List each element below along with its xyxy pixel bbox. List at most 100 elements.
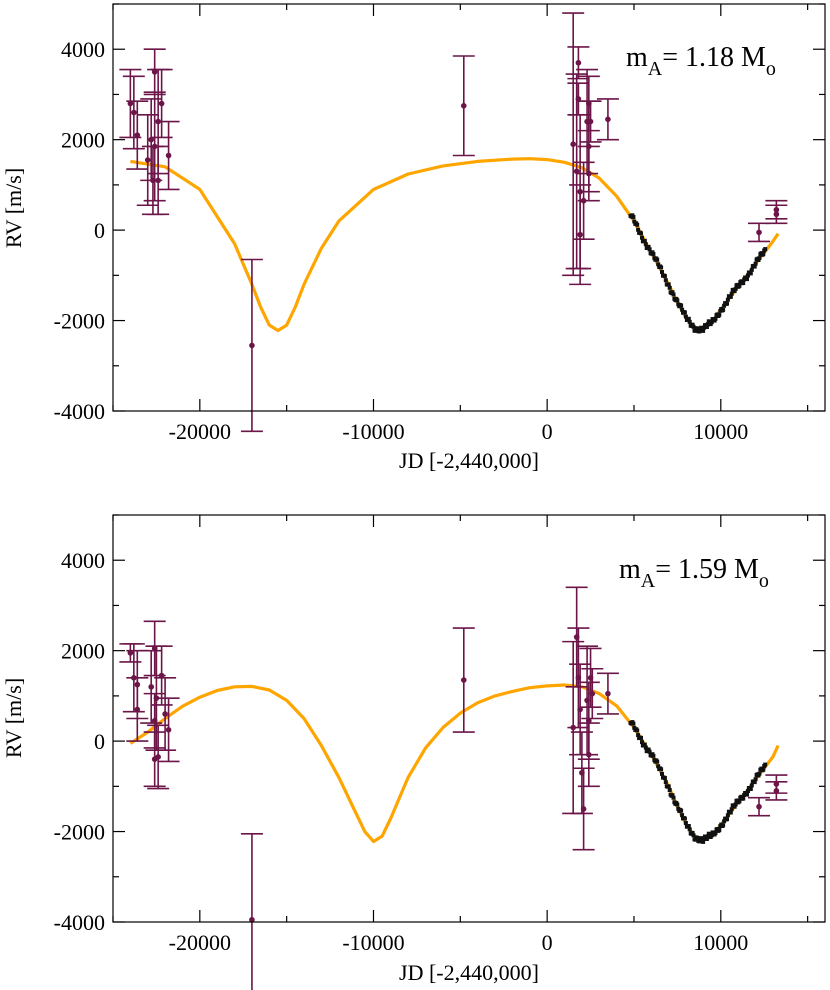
top-point-marker — [570, 141, 576, 147]
top-dense-point — [680, 307, 685, 312]
bottom-mass-sub-a: A — [641, 570, 656, 592]
bottom-dense-point — [763, 762, 768, 767]
bottom-data-point — [452, 627, 475, 733]
bottom-dense-observations — [628, 720, 768, 844]
top-mass-value: = 1.18 M — [662, 42, 766, 73]
top-data-point — [122, 75, 145, 150]
top-point-marker — [575, 59, 582, 66]
top-dense-point — [699, 325, 704, 330]
bottom-dense-point — [701, 839, 706, 844]
bottom-point-marker — [148, 684, 155, 690]
bottom-point-marker — [589, 690, 596, 697]
bottom-point-marker — [580, 806, 587, 812]
bottom-dense-point — [732, 804, 737, 809]
bottom-dense-point — [636, 733, 641, 738]
bottom-dense-point — [687, 827, 692, 832]
top-point-marker — [148, 136, 155, 143]
top-dense-point — [642, 238, 647, 243]
top-dense-point — [679, 303, 684, 308]
top-dense-point — [713, 316, 718, 321]
top-point-marker — [586, 170, 592, 177]
top-dense-point — [647, 247, 652, 252]
top-dense-point — [753, 261, 758, 266]
bottom-x-tick-label: 0 — [542, 930, 553, 955]
top-y-tick-label: 0 — [94, 218, 105, 243]
top-dense-point — [655, 257, 660, 262]
bottom-dense-point — [675, 802, 680, 807]
top-data-point — [452, 55, 475, 157]
bottom-data-point — [572, 767, 595, 851]
top-point-marker — [158, 100, 165, 107]
bottom-mass-value: = 1.59 M — [655, 554, 759, 585]
bottom-dense-point — [704, 837, 709, 841]
bottom-point-marker — [153, 695, 160, 701]
bottom-dense-point — [695, 835, 700, 840]
top-data-point — [572, 161, 595, 240]
bottom-data-point — [596, 672, 619, 715]
top-point-marker — [587, 118, 594, 125]
top-dense-point — [733, 287, 738, 291]
bottom-dense-point — [639, 736, 643, 740]
top-dense-point — [656, 262, 661, 267]
bottom-data-point — [140, 649, 163, 724]
bottom-point-marker — [249, 916, 255, 923]
top-dense-point — [639, 231, 643, 236]
bottom-data-point — [143, 731, 166, 788]
bottom-dense-point — [686, 824, 691, 828]
bottom-point-marker — [155, 754, 161, 760]
bottom-dense-point — [635, 728, 640, 733]
bottom-point-marker — [165, 727, 172, 733]
top-data-point — [765, 204, 788, 225]
top-y-tick-label: 2000 — [61, 128, 105, 153]
top-data-point — [577, 145, 600, 202]
bottom-point-marker — [773, 788, 780, 794]
top-dense-point — [729, 291, 734, 296]
bottom-dense-point — [631, 721, 636, 726]
bottom-point-marker — [577, 706, 583, 713]
bottom-dense-point — [733, 802, 738, 807]
top-data-point — [147, 145, 170, 216]
top-mass-sub-o: o — [766, 58, 776, 80]
bottom-dense-point — [691, 833, 696, 838]
top-point-marker — [155, 177, 161, 184]
bottom-dense-point — [655, 759, 660, 764]
bottom-dense-point — [659, 767, 664, 772]
top-dense-point — [675, 298, 680, 303]
top-point-marker — [573, 168, 580, 175]
top-dense-point — [749, 267, 754, 272]
bottom-point-marker — [162, 711, 168, 717]
bottom-dense-point — [666, 784, 671, 789]
top-dense-point — [697, 329, 702, 334]
bottom-point-marker — [158, 672, 165, 679]
bottom-point-marker — [605, 690, 611, 697]
bottom-mass-m: m — [619, 554, 641, 585]
bottom-data-point — [748, 796, 771, 817]
top-dense-point — [631, 215, 636, 219]
top-point-marker — [165, 152, 172, 159]
bottom-point-marker — [460, 677, 467, 683]
top-point-marker — [756, 229, 762, 236]
bottom-y-tick-label: -4000 — [54, 910, 105, 935]
bottom-x-axis-title: JD [-2,440,000] — [399, 960, 539, 985]
top-dense-point — [746, 273, 750, 278]
bottom-dense-point — [753, 777, 758, 782]
bottom-dense-point — [717, 828, 722, 832]
top-dense-point — [667, 285, 672, 290]
top-point-marker — [150, 177, 156, 184]
top-y-axis-title: RV [m/s] — [1, 168, 26, 248]
bottom-data-point — [565, 586, 588, 688]
top-dense-point — [660, 270, 664, 274]
bottom-dense-point — [679, 808, 684, 813]
bottom-dense-point — [748, 787, 753, 791]
bottom-dense-point — [737, 799, 742, 804]
top-data-point — [567, 82, 590, 116]
top-dense-point — [690, 322, 695, 327]
bottom-dense-point — [643, 745, 648, 750]
bottom-y-axis-title: RV [m/s] — [1, 678, 26, 758]
top-point-marker — [144, 157, 151, 163]
bottom-dense-point — [647, 749, 652, 754]
bottom-dense-point — [682, 816, 687, 821]
